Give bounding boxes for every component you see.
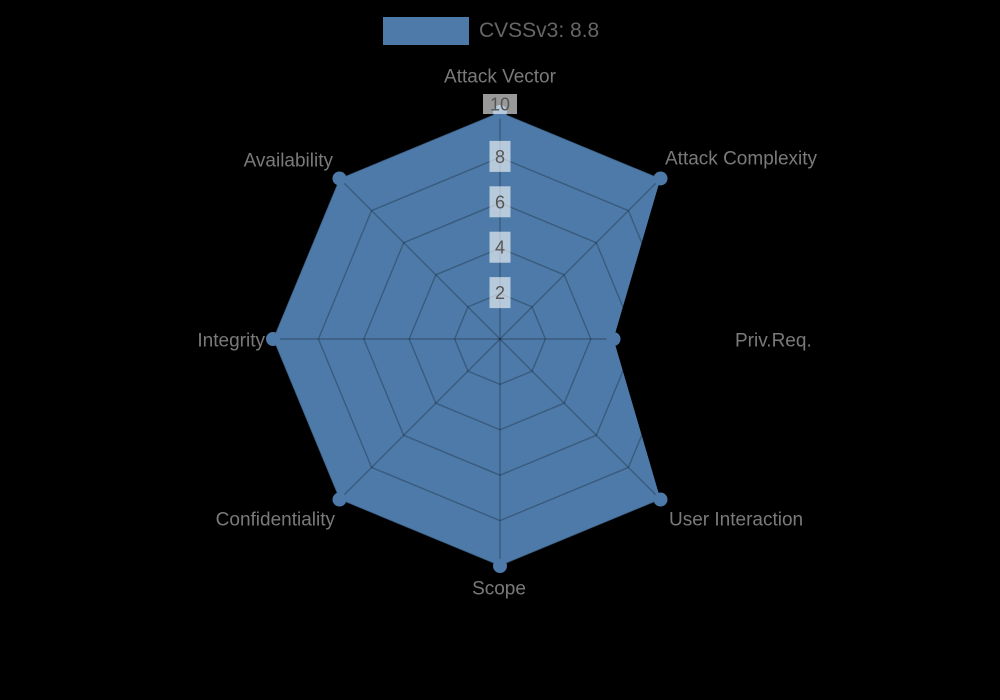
grid-spoke-attack-complexity [499,177,661,340]
grid-ring-2 [453,292,547,386]
tick-label-8: 8 [495,147,505,167]
data-point-availability[interactable] [332,171,347,186]
grid-spoke-confidentiality [338,338,501,501]
axis-label-scope: Scope [472,579,526,600]
axis-label-priv-req: Priv.Req. [735,331,812,352]
tick-label-box-8 [489,140,511,172]
axis-label-user-interaction: User Interaction [669,510,803,531]
radar-grid [273,112,661,566]
legend-swatch [383,17,469,45]
grid-spoke-user-interaction [499,338,661,501]
axis-label-confidentiality: Confidentiality [216,510,336,531]
radar-series-polygon [273,112,661,566]
data-point-user-interaction[interactable] [653,492,668,507]
grid-spoke-availability [338,177,501,340]
radar-markers [266,105,668,573]
tick-label-2: 2 [495,283,505,303]
tick-label-box-4 [489,231,511,263]
tick-label-box-6 [489,186,511,218]
data-point-integrity[interactable] [266,332,280,346]
data-point-attack-complexity[interactable] [653,171,668,186]
tick-label-6: 6 [495,192,505,212]
axis-labels: Attack Vector Attack Complexity Priv.Req. U… [197,67,817,600]
radial-tick-labels: 2 4 6 8 10 [483,94,517,309]
legend-label: CVSSv3: 8.8 [479,19,600,42]
grid-ring-6 [363,202,637,476]
axis-label-availability: Availability [244,151,334,172]
legend[interactable]: CVSSv3: 8.8 [383,17,599,45]
grid-ring-4 [408,247,592,431]
tick-label-box-10 [483,94,517,114]
tick-label-10: 10 [490,95,510,115]
tick-label-box-2 [489,277,511,309]
data-point-confidentiality[interactable] [332,492,347,507]
axis-label-integrity: Integrity [197,331,265,352]
axis-label-attack-vector: Attack Vector [444,67,557,88]
data-point-priv-req[interactable] [606,332,621,346]
axis-label-attack-complexity: Attack Complexity [665,149,818,170]
data-point-scope[interactable] [493,559,507,573]
tick-label-4: 4 [495,238,505,258]
